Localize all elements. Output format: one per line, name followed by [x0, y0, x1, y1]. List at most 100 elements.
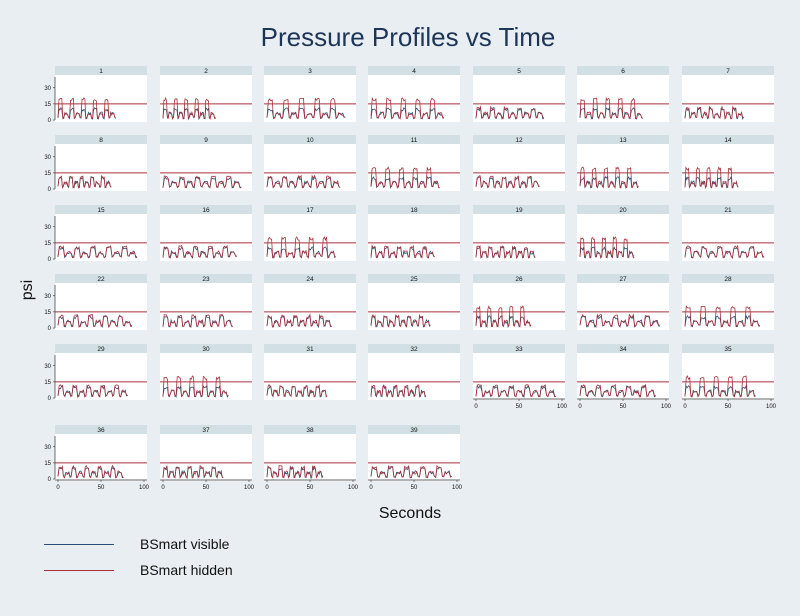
legend-swatch-visible — [44, 544, 114, 545]
series-hidden-line — [266, 465, 324, 480]
panel-header — [160, 274, 252, 283]
panel-header — [682, 135, 774, 144]
y-tick-label: 30 — [44, 445, 51, 451]
chart-title: Pressure Profiles vs Time — [261, 22, 556, 52]
panel-header — [473, 135, 565, 144]
panel: 35 0 50 100 — [682, 344, 777, 410]
panel: 28 — [682, 274, 774, 330]
y-tick-label: 15 — [44, 171, 51, 177]
y-tick-label: 30 — [44, 225, 51, 231]
panel-header — [577, 66, 669, 75]
series-hidden-line — [370, 313, 431, 328]
panel: 4 — [368, 66, 460, 122]
panel-background — [577, 274, 669, 330]
y-axis-label: psi — [19, 280, 36, 300]
y-tick-label: 0 — [48, 396, 52, 402]
y-tick-label: 0 — [48, 326, 52, 332]
panel-background — [264, 274, 356, 330]
y-tick-label: 15 — [44, 461, 51, 467]
series-hidden-line — [475, 105, 545, 120]
series-hidden-line — [579, 313, 661, 328]
panel: 15 0 15 30 — [44, 205, 147, 263]
panel-label: 25 — [410, 276, 418, 283]
series-hidden-line — [266, 236, 336, 259]
y-tick-label: 30 — [44, 86, 51, 92]
y-tick-label: 15 — [44, 310, 51, 316]
panel-header — [160, 66, 252, 75]
panel: 13 — [577, 135, 669, 191]
panel-label: 9 — [204, 137, 208, 144]
panel: 36 0 15 30 0 50 100 — [44, 425, 150, 491]
panel-label: 21 — [724, 207, 732, 214]
panel-header — [55, 274, 147, 283]
panel-header — [682, 274, 774, 283]
panel-header — [473, 274, 565, 283]
panel: 1 0 15 30 — [44, 66, 147, 124]
panel-label: 19 — [515, 207, 523, 214]
panel: 2 — [160, 66, 252, 122]
panel: 39 0 50 100 — [368, 425, 463, 491]
y-tick-label: 30 — [44, 364, 51, 370]
series-hidden-line — [266, 97, 346, 120]
panel-header — [577, 135, 669, 144]
series-hidden-line — [370, 244, 435, 259]
series-hidden-line — [370, 166, 440, 189]
panel-label: 12 — [515, 137, 523, 144]
panel: 11 — [368, 135, 460, 191]
series-hidden-line — [162, 175, 242, 189]
series-hidden-line — [57, 244, 138, 259]
y-tick-label: 0 — [48, 118, 52, 124]
panel-header — [264, 205, 356, 214]
panel-header — [55, 425, 147, 434]
panel: 34 0 50 100 — [577, 344, 672, 410]
panel-header — [368, 135, 460, 144]
panel-header — [160, 344, 252, 353]
series-hidden-line — [57, 314, 133, 328]
panel: 33 0 50 100 — [473, 344, 568, 410]
legend-swatch-hidden — [44, 570, 114, 571]
panel-header — [577, 344, 669, 353]
panel-label: 37 — [202, 427, 210, 434]
x-axis-label: Seconds — [379, 505, 441, 522]
panel-label: 4 — [412, 68, 416, 75]
panel-header — [577, 274, 669, 283]
panel-header — [473, 205, 565, 214]
panel-label: 3 — [308, 68, 312, 75]
series-hidden-line — [684, 305, 761, 328]
panel-header — [160, 135, 252, 144]
panel: 9 — [160, 135, 252, 191]
series-hidden-line — [684, 166, 739, 190]
series-hidden-line — [162, 96, 216, 121]
panel-label: 24 — [306, 276, 314, 283]
series-hidden-line — [370, 96, 445, 120]
panel-label: 35 — [724, 346, 732, 353]
panel-label: 15 — [97, 207, 105, 214]
panel-label: 33 — [515, 346, 523, 353]
panel-background — [264, 66, 356, 122]
series-hidden-line — [57, 97, 116, 120]
panel-background — [473, 274, 565, 330]
panel-background — [368, 344, 460, 400]
x-tick-label: 100 — [661, 404, 672, 410]
x-tick-label: 100 — [348, 485, 359, 491]
panel-header — [577, 205, 669, 214]
series-hidden-line — [684, 375, 756, 398]
x-tick-label: 50 — [620, 404, 627, 410]
panel: 8 0 15 30 — [44, 135, 147, 193]
panel-label: 36 — [97, 427, 105, 434]
panel: 7 — [682, 66, 774, 122]
series-hidden-line — [579, 96, 643, 120]
series-hidden-line — [684, 105, 744, 120]
series-hidden-line — [162, 464, 224, 480]
panel: 10 — [264, 135, 356, 191]
x-tick-label: 100 — [766, 404, 777, 410]
panel-background — [160, 344, 252, 400]
panel-background — [160, 66, 252, 122]
panel: 19 — [473, 205, 565, 261]
x-tick-label: 0 — [474, 404, 478, 410]
y-tick-label: 30 — [44, 294, 51, 300]
panel: 24 — [264, 274, 356, 330]
series-hidden-line — [475, 305, 532, 329]
panel-label: 5 — [517, 68, 521, 75]
y-tick-label: 15 — [44, 241, 51, 247]
